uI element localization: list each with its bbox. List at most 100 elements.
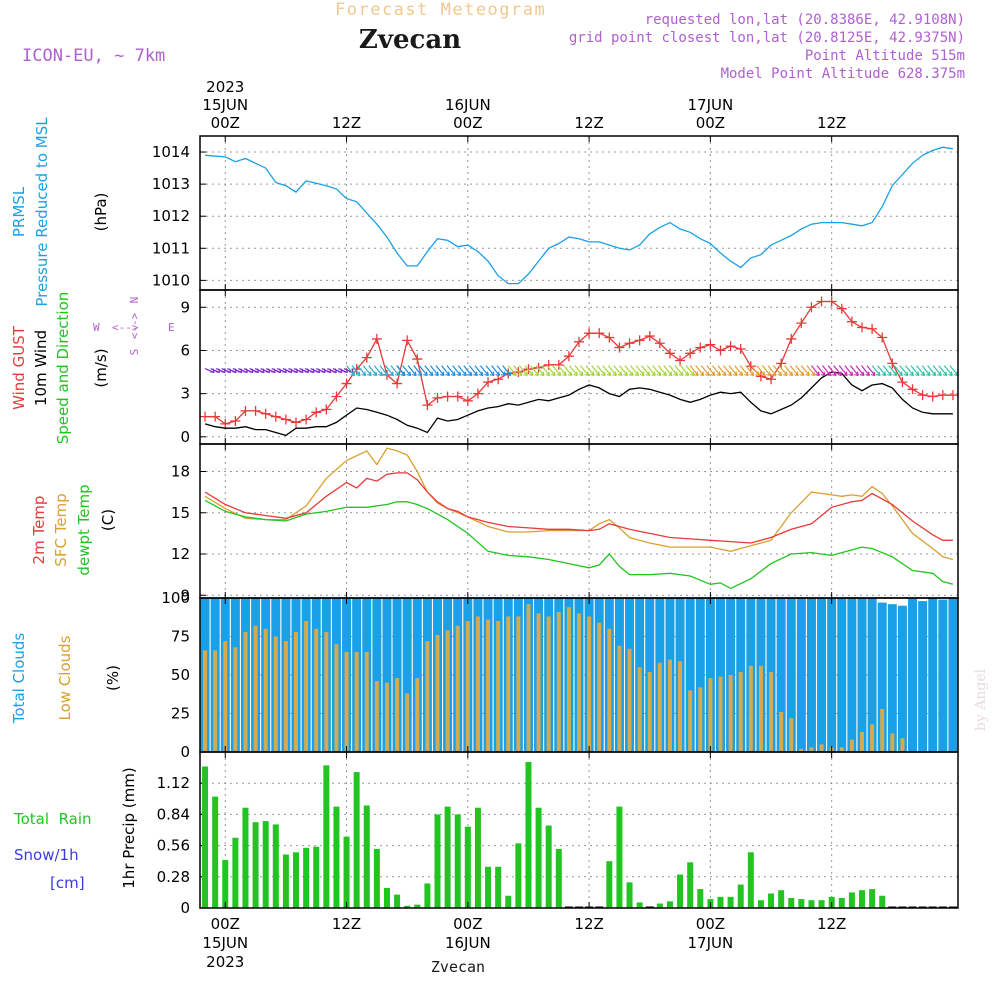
wind-barb <box>518 365 528 377</box>
gust-marker <box>846 316 857 327</box>
gust-marker <box>553 359 564 370</box>
low-clouds-bar <box>870 724 875 752</box>
temp-ytick: 12 <box>171 545 190 563</box>
rain-bar <box>394 894 401 908</box>
wind-barb <box>778 365 788 377</box>
gust-marker <box>462 395 473 406</box>
wind-barb <box>921 365 931 377</box>
rain-bar <box>525 762 532 908</box>
wind-barb <box>541 365 551 377</box>
temp-ytick: 18 <box>171 463 190 481</box>
gust-marker <box>664 348 675 359</box>
wind-barb <box>844 365 854 377</box>
gust-marker <box>867 323 878 334</box>
total-clouds-bar <box>887 604 897 752</box>
wind-barb <box>513 365 523 377</box>
total-clouds-bar <box>817 598 827 752</box>
gust-marker <box>766 374 777 385</box>
wind-barb <box>413 365 423 377</box>
compass-s: S <box>128 349 141 356</box>
low-clouds-bar <box>597 622 602 752</box>
low-clouds-bar <box>435 634 440 752</box>
wind-barb <box>546 365 556 377</box>
wind-barb <box>680 365 690 377</box>
wind-barb <box>441 365 451 377</box>
rain-bar <box>778 890 785 908</box>
wind-barb <box>882 365 892 377</box>
rain-bar <box>282 854 289 908</box>
wind-barb <box>346 365 356 377</box>
rain-bar <box>454 814 461 908</box>
wind10-line <box>204 371 953 437</box>
wind-barb <box>773 365 783 377</box>
clouds-ytick: 25 <box>171 705 190 723</box>
rain-bar <box>697 889 704 908</box>
wind-barb <box>767 365 777 377</box>
pressure-ytick: 1014 <box>152 143 190 161</box>
clouds-ytick: 100 <box>161 589 190 607</box>
low-clouds-bar <box>516 616 521 752</box>
bottom-time-label: 12Z <box>574 915 603 933</box>
gust-marker <box>493 374 504 385</box>
low-clouds-bar <box>880 708 885 752</box>
low-clouds-bar <box>364 651 369 752</box>
wind-barb <box>784 365 794 377</box>
wind-barb <box>756 365 766 377</box>
wind-barb <box>491 365 501 377</box>
wind-barb <box>429 365 440 377</box>
total-clouds-bar <box>948 598 958 752</box>
total-clouds-bar <box>402 598 412 752</box>
bottom-time-label: 15JUN <box>202 934 248 952</box>
wind-barb <box>717 365 727 377</box>
gridpoint-coords: grid point closest lon,lat (20.8125E, 42… <box>569 30 965 46</box>
total-clouds-bar <box>897 605 907 752</box>
temp-ytick: 15 <box>171 504 190 522</box>
bottom-time-label: 2023 <box>206 953 244 971</box>
low-clouds-bar <box>294 631 299 752</box>
temp-frame <box>199 443 959 599</box>
wind-barb <box>384 365 395 377</box>
low-clouds-bar <box>526 604 531 752</box>
rain-bar <box>727 896 734 908</box>
wind-barb <box>641 365 651 377</box>
rain-bar <box>424 883 431 908</box>
low-clouds-bar <box>465 621 470 752</box>
gust-marker <box>644 331 655 342</box>
total-clouds-bar <box>867 598 877 752</box>
total-clouds-bar <box>695 598 705 752</box>
precip-ytick: 1.12 <box>157 774 190 792</box>
clouds-ytick: 50 <box>171 666 190 684</box>
low-clouds-bar <box>738 671 743 752</box>
bottom-time-label: 00Z <box>696 915 725 933</box>
low-clouds-bar <box>728 675 733 752</box>
rain-bar <box>414 904 421 908</box>
wind-barb <box>563 365 573 377</box>
low-clouds-bar <box>314 628 319 752</box>
wind-barb <box>689 365 699 377</box>
top-time-label: 00Z <box>211 114 240 132</box>
wind-barb <box>596 365 606 377</box>
wind-compass: N S <--> W <--> E <box>93 297 175 356</box>
low-clouds-bar <box>273 636 278 752</box>
wind-barb <box>407 365 417 377</box>
rain-bar <box>626 882 633 908</box>
low-clouds-bar <box>324 631 329 752</box>
precip-ytick: 0.84 <box>157 805 190 823</box>
wind-barb <box>652 365 662 377</box>
low-clouds-bar <box>233 647 238 752</box>
gust-marker <box>442 391 453 402</box>
precip-frame <box>199 751 959 909</box>
wind-barb <box>402 365 412 377</box>
gust-marker <box>483 377 494 388</box>
wind-unit: (m/s) <box>92 348 110 387</box>
top-time-label: 17JUN <box>688 96 734 114</box>
rain-bar <box>485 866 492 908</box>
rain-bar <box>373 848 380 908</box>
low-clouds-bar <box>647 671 652 752</box>
low-clouds-bar <box>769 671 774 752</box>
rain-bar <box>262 821 269 908</box>
low-clouds-bar <box>789 718 794 752</box>
wind-panel: 0 3 6 9 <box>180 290 959 446</box>
pressure-frame <box>199 135 959 291</box>
total-clouds-bar <box>857 598 867 752</box>
